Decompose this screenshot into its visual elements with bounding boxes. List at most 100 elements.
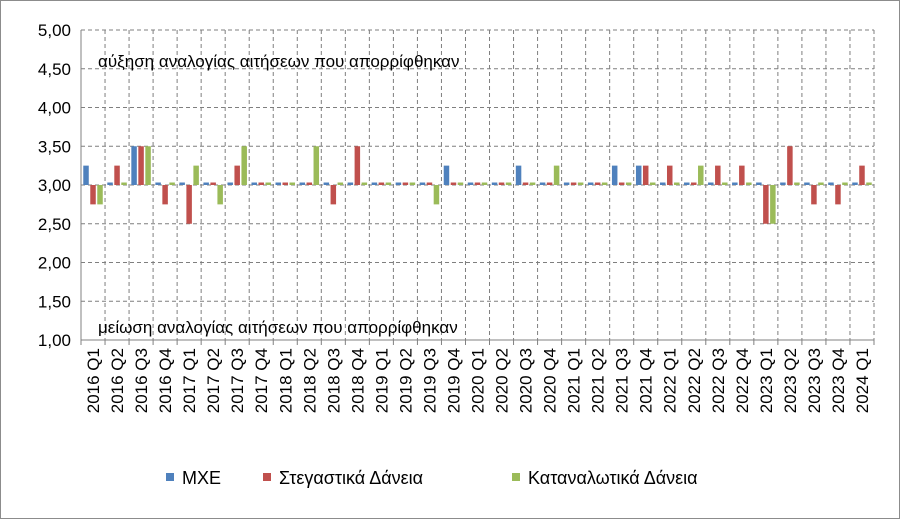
x-tick-label: 2023 Q3 bbox=[805, 348, 824, 413]
x-tick-label: 2020 Q4 bbox=[541, 348, 560, 413]
bar bbox=[361, 182, 368, 185]
bar bbox=[275, 182, 282, 185]
x-tick-label: 2018 Q3 bbox=[324, 348, 343, 413]
bar bbox=[546, 182, 553, 185]
y-tick-label: 1,00 bbox=[38, 331, 71, 350]
bar bbox=[625, 182, 632, 185]
bar bbox=[131, 146, 137, 185]
x-tick-label: 2019 Q1 bbox=[372, 348, 391, 413]
bars bbox=[83, 146, 872, 224]
legend-swatch bbox=[263, 473, 271, 481]
x-tick-label: 2019 Q2 bbox=[396, 348, 415, 413]
bar bbox=[354, 146, 361, 185]
bar bbox=[852, 182, 858, 185]
bar bbox=[83, 165, 89, 185]
bar bbox=[265, 182, 271, 185]
x-tick-label: 2018 Q1 bbox=[276, 348, 295, 413]
legend-label: Στεγαστικά Δάνεια bbox=[279, 468, 423, 488]
bar bbox=[251, 182, 257, 185]
bar bbox=[114, 165, 120, 185]
bar bbox=[515, 165, 522, 185]
x-tick-label: 2023 Q4 bbox=[829, 348, 848, 413]
bar bbox=[155, 182, 161, 185]
x-tick-label: 2019 Q4 bbox=[444, 348, 463, 413]
bar bbox=[138, 146, 144, 185]
x-tick-label: 2020 Q3 bbox=[517, 348, 536, 413]
bar bbox=[433, 185, 440, 205]
x-tick-label: 2023 Q1 bbox=[757, 348, 776, 413]
y-tick-label: 2,00 bbox=[38, 254, 71, 273]
legend-swatch bbox=[512, 473, 520, 481]
x-tick-label: 2017 Q2 bbox=[204, 348, 223, 413]
bar bbox=[659, 182, 666, 185]
legend-label: ΜΧΕ bbox=[182, 468, 221, 488]
bar bbox=[529, 182, 536, 185]
bar bbox=[763, 185, 769, 224]
bar bbox=[121, 182, 127, 185]
bar bbox=[426, 182, 433, 185]
x-tick-label: 2016 Q1 bbox=[84, 348, 103, 413]
legend: ΜΧΕ Στεγαστικά Δάνεια Καταναλωτικά Δάνεια bbox=[166, 468, 698, 488]
bar bbox=[193, 165, 199, 185]
annotation-increase: αύξηση αναλογίας αιτήσεων που απορρίφθηκ… bbox=[98, 52, 459, 71]
x-tick-label: 2016 Q4 bbox=[156, 348, 175, 413]
bar bbox=[145, 146, 151, 185]
bar bbox=[505, 182, 512, 185]
x-tick-label: 2021 Q2 bbox=[589, 348, 608, 413]
bar bbox=[780, 182, 786, 185]
bar bbox=[715, 165, 721, 185]
x-tick-label: 2022 Q1 bbox=[661, 348, 680, 413]
bar bbox=[90, 185, 96, 205]
x-tick-label: 2017 Q3 bbox=[228, 348, 247, 413]
x-tick-label: 2016 Q3 bbox=[132, 348, 151, 413]
bar bbox=[347, 182, 354, 185]
bar bbox=[409, 182, 416, 185]
bar bbox=[234, 165, 240, 185]
y-tick-label: 2,50 bbox=[38, 215, 71, 234]
bar bbox=[107, 182, 113, 185]
x-tick-label: 2022 Q3 bbox=[709, 348, 728, 413]
bar bbox=[457, 182, 464, 185]
bar bbox=[258, 182, 264, 185]
x-tick-label: 2017 Q4 bbox=[252, 348, 271, 413]
bar bbox=[186, 185, 192, 224]
bar bbox=[635, 165, 642, 185]
bar bbox=[594, 182, 601, 185]
bar bbox=[498, 182, 505, 185]
bar bbox=[337, 182, 344, 185]
bar bbox=[289, 182, 296, 185]
x-tick-label: 2021 Q1 bbox=[565, 348, 584, 413]
y-tick-label: 5,00 bbox=[38, 21, 71, 40]
axes bbox=[80, 30, 875, 345]
bar bbox=[443, 165, 450, 185]
bar bbox=[323, 182, 330, 185]
bar bbox=[313, 146, 320, 185]
bar bbox=[708, 182, 714, 185]
bar bbox=[691, 182, 697, 185]
x-tick-label: 2020 Q2 bbox=[493, 348, 512, 413]
bar bbox=[577, 182, 584, 185]
x-tick-label: 2024 Q1 bbox=[853, 348, 872, 413]
bar bbox=[611, 165, 618, 185]
bar bbox=[842, 182, 848, 185]
bar bbox=[804, 182, 810, 185]
bar bbox=[570, 182, 577, 185]
bar bbox=[282, 182, 289, 185]
x-tick-label: 2021 Q4 bbox=[637, 348, 656, 413]
bar bbox=[419, 182, 426, 185]
bar bbox=[539, 182, 546, 185]
y-tick-labels: 1,00 1,50 2,00 2,50 3,00 3,50 4,00 4,50 5,00 bbox=[38, 21, 71, 350]
x-tick-labels: 2016 Q1 2016 Q2 2016 Q3 2016 Q4 2017 Q1 2017 … bbox=[84, 348, 872, 413]
bar bbox=[210, 182, 216, 185]
bar bbox=[241, 146, 247, 185]
bar bbox=[587, 182, 594, 185]
y-tick-label: 1,50 bbox=[38, 292, 71, 311]
x-tick-label: 2021 Q3 bbox=[613, 348, 632, 413]
legend-swatch bbox=[166, 473, 174, 481]
bar bbox=[866, 182, 872, 185]
x-tick-label: 2017 Q1 bbox=[180, 348, 199, 413]
bar bbox=[306, 182, 313, 185]
bar bbox=[169, 182, 175, 185]
